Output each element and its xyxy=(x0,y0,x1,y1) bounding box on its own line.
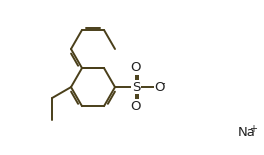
Text: -: - xyxy=(162,78,165,88)
Text: +: + xyxy=(249,124,257,133)
Text: S: S xyxy=(132,81,140,94)
Text: O: O xyxy=(131,100,141,113)
Text: O: O xyxy=(154,81,164,94)
Text: O: O xyxy=(131,61,141,74)
Text: Na: Na xyxy=(238,126,256,140)
